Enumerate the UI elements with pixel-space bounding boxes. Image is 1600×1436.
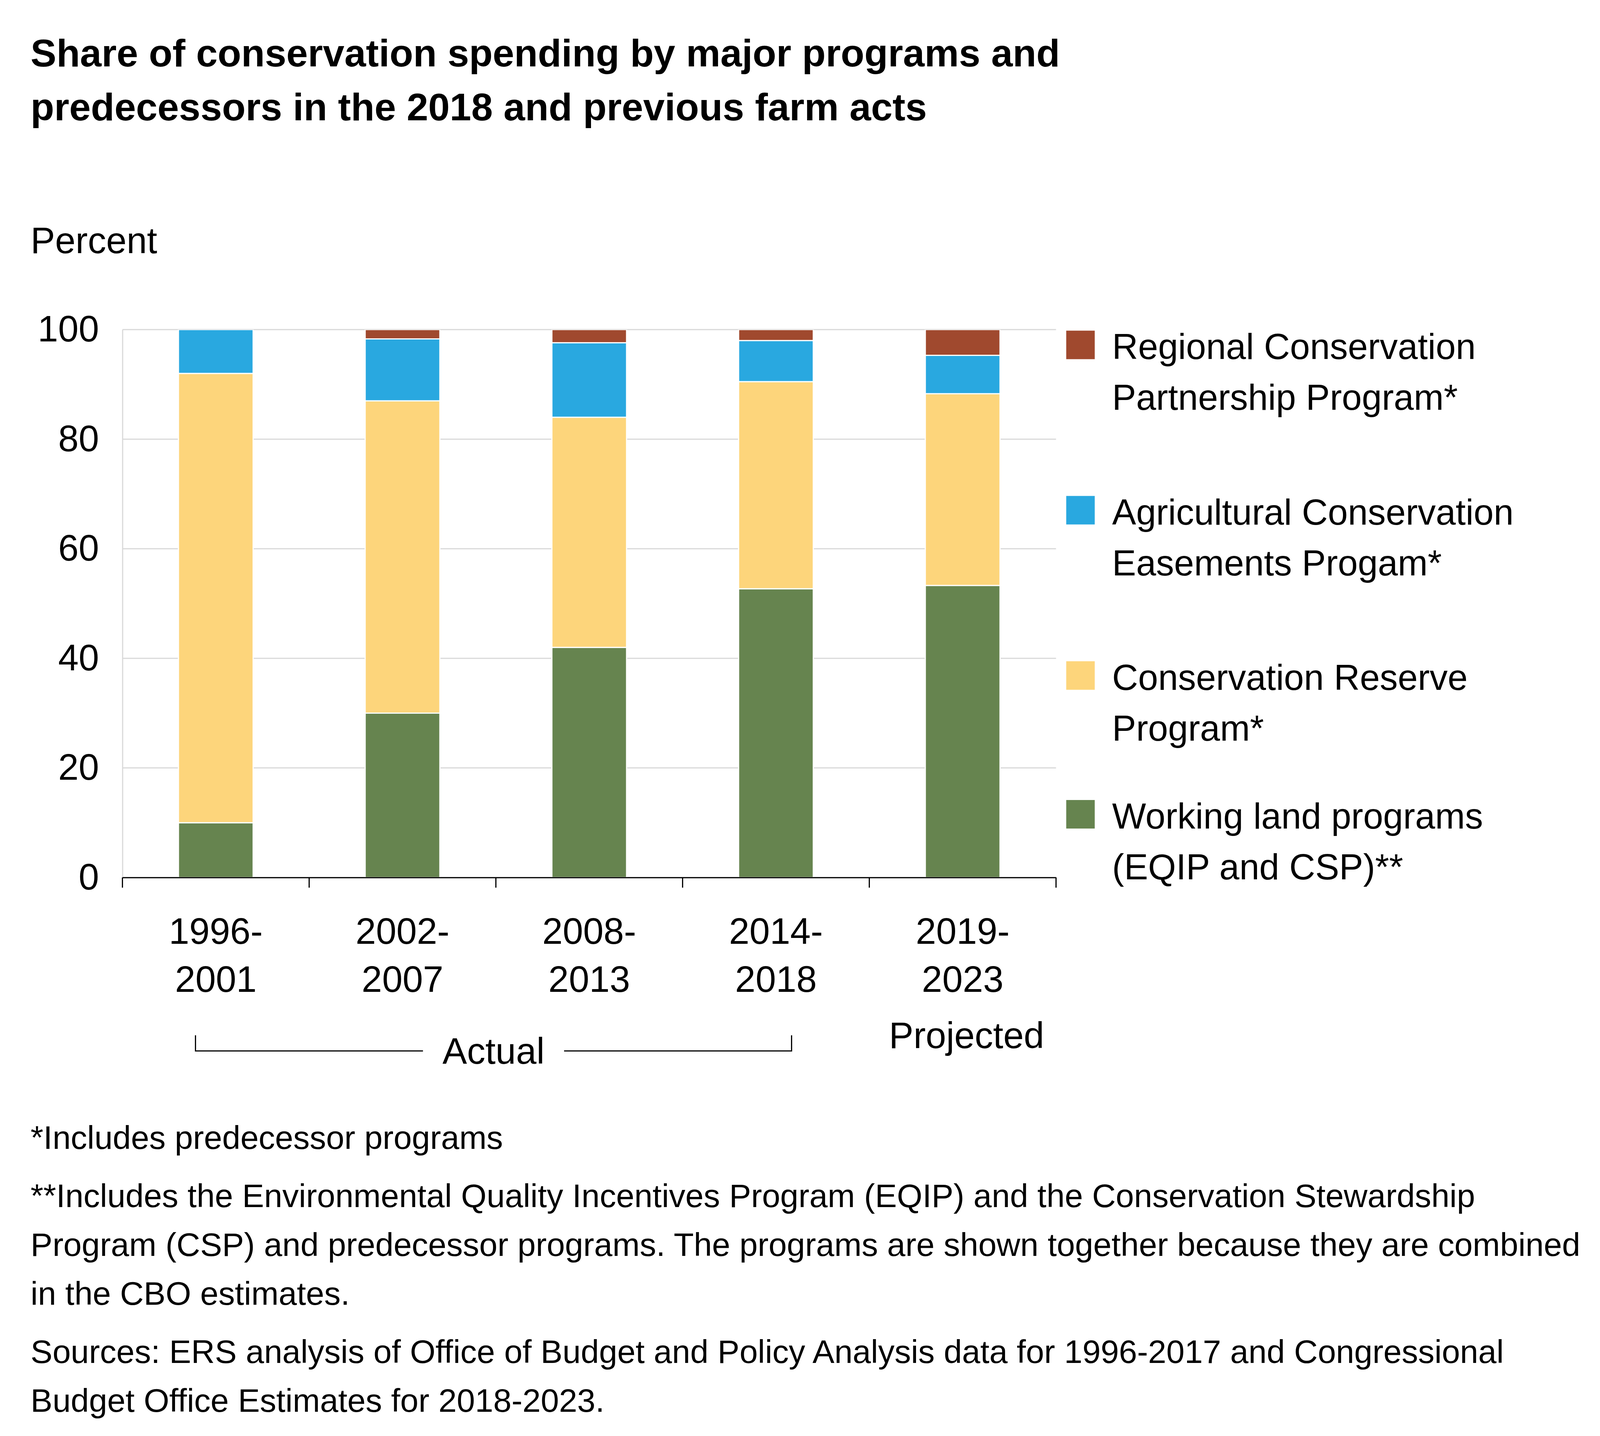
footnote: *Includes predecessor programs [30, 1119, 503, 1156]
chart: Share of conservation spending by major … [0, 0, 1600, 1436]
legend-label: Regional ConservationPartnership Program… [1112, 326, 1476, 418]
grid [122, 329, 1056, 878]
series [178, 373, 1000, 823]
bar-segment [365, 713, 440, 878]
bar-segment [365, 329, 440, 340]
legend-swatch [1066, 800, 1095, 829]
separator [121, 877, 124, 888]
x-tick-label: 2008-2013 [542, 910, 636, 1000]
x-tick-label: 2014-2018 [728, 910, 823, 1000]
bar-segment [551, 647, 627, 878]
x-separators [122, 877, 1056, 888]
footnote: Sources: ERS analysis of Office of Budge… [30, 1333, 1504, 1419]
separator [868, 877, 870, 888]
bars [178, 329, 1000, 878]
footnote: **Includes the Environmental Quality Inc… [30, 1177, 1581, 1312]
legend-label: Conservation ReserveProgram* [1112, 657, 1468, 749]
bar-segment [178, 373, 254, 823]
y-tick: 40 [58, 637, 123, 679]
y-tick-label: 80 [58, 417, 100, 459]
y-tick: 0 [78, 856, 123, 898]
y-tick: 80 [58, 417, 123, 459]
y-axis-line [121, 329, 124, 878]
x-tick: 2002-2007 [355, 877, 450, 1000]
x-tick: 2014-2018 [728, 877, 823, 1000]
bar-segment [365, 400, 440, 714]
x-axis-line [122, 876, 1057, 879]
x-tick: 1996-2001 [168, 877, 263, 1000]
bracket [195, 1035, 792, 1051]
x-tick: 2008-2013 [542, 877, 636, 1000]
y-tick-label: 0 [78, 856, 99, 898]
separator [682, 877, 684, 888]
y-tick-label: 20 [58, 746, 100, 788]
separator [495, 877, 497, 888]
y-tick-label: 100 [37, 308, 100, 350]
bar-segment [551, 329, 627, 343]
y-tick: 20 [58, 746, 123, 788]
x-tick-label: 2002-2007 [355, 910, 450, 1000]
annotations: Actual Projected [195, 1014, 1045, 1072]
legend-label: Agricultural ConservationEasements Proga… [1112, 492, 1514, 583]
y-axis-title: Percent [30, 219, 158, 261]
bar-segment [551, 417, 627, 648]
y-tick: 100 [37, 308, 123, 350]
y-tick: 60 [58, 527, 123, 569]
annotation: Projected [889, 1014, 1045, 1056]
x-tick-label: 1996-2001 [168, 910, 263, 1000]
bar-segment [738, 588, 814, 878]
x-axis: 1996-2001 2002-2007 2008-2013 2014-2018 2019… [122, 877, 1057, 1000]
annotation: Actual [442, 1030, 545, 1072]
bar-segment [925, 355, 1000, 394]
legend-label: Working land programs(EQIP and CSP)** [1112, 796, 1483, 887]
series [178, 329, 1000, 418]
series [365, 329, 1000, 356]
bar-segment [925, 329, 1000, 356]
bar-segment [925, 393, 1000, 586]
x-tick-label: 2019-2023 [915, 910, 1010, 1000]
y-tick-label: 60 [58, 527, 100, 569]
bar-segment [738, 329, 814, 341]
x-tick: 2019-2023 [915, 877, 1010, 1000]
title: Share of conservation spending by major … [30, 31, 1060, 129]
bar-segment [738, 340, 814, 382]
separator [308, 877, 310, 888]
legend: Regional ConservationPartnership Program… [1066, 326, 1514, 887]
bar-segment [178, 822, 254, 878]
bar-segment [178, 329, 254, 374]
bar-segment [178, 329, 254, 331]
y-tick-label: 40 [58, 637, 100, 679]
y-axis: 0 20 40 60 80 100 [37, 308, 123, 898]
bar-segment [925, 585, 1000, 878]
separator [1055, 877, 1057, 888]
bar-segment [551, 342, 627, 418]
legend-swatch [1066, 496, 1095, 525]
legend-swatch [1066, 661, 1095, 690]
bar-segment [365, 339, 440, 401]
legend-swatch [1066, 330, 1095, 359]
bar-segment [738, 381, 814, 589]
